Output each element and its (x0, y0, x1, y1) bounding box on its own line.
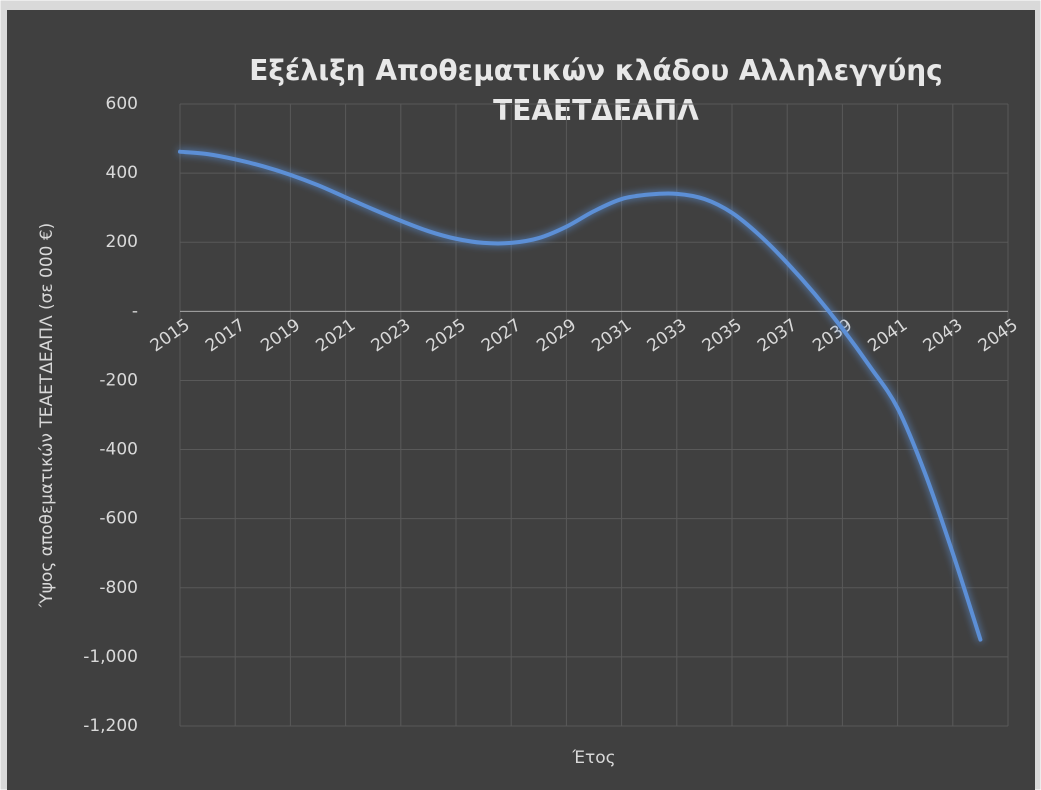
y-tick-label: -1,000 (83, 647, 138, 667)
y-tick-label: -400 (99, 440, 138, 460)
y-axis-title: Ύψος αποθεματικών ΤΕΑΕΤΔΕΑΠΛ (σε 000 €) (37, 223, 57, 609)
y-tick-label: -600 (99, 509, 138, 529)
y-tick-label: 600 (106, 94, 138, 114)
y-tick-label: - (132, 301, 138, 321)
chart-background (7, 10, 1035, 790)
y-tick-label: -200 (99, 370, 138, 390)
line-series (178, 149, 983, 642)
y-tick-label: -1,200 (83, 716, 138, 736)
y-tick-label: 400 (106, 163, 138, 183)
chart-title: ΤΕΑΕΤΔΕΑΠΛ (493, 94, 699, 127)
x-axis-title: Έτος (571, 748, 615, 768)
y-tick-label: 200 (106, 232, 138, 252)
chart-title: Εξέλιξη Αποθεματικών κλάδου Αλληλεγγύης (249, 54, 943, 87)
y-tick-label: -800 (99, 578, 138, 598)
